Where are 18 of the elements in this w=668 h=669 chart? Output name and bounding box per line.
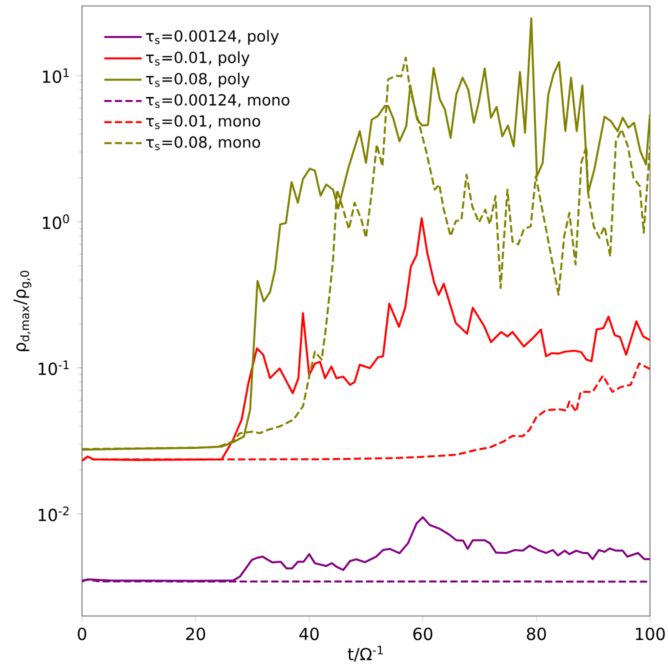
y-tick-label: 10$^{0}$ (42, 214, 69, 230)
x-tick-label: 100 (636, 628, 665, 640)
x-tick-label: 60 (413, 628, 432, 640)
y-tick-label: 10$^{-1}$ (38, 360, 69, 376)
legend-label: τ$_{s}$=0.08, mono (146, 136, 260, 150)
legend-label: τ$_{s}$=0.01, poly (146, 51, 250, 66)
x-tick-label: 80 (526, 628, 546, 640)
y-tick-label: 10$^{1}$ (42, 68, 69, 83)
x-tick-label: 40 (299, 628, 319, 640)
legend-label: τ$_{s}$=0.01, mono (146, 115, 260, 130)
x-axis-title: t/Ω$^{-1}$ (348, 646, 383, 662)
legend-label: τ$_{s}$=0.08, poly (146, 72, 250, 88)
x-tick-label: 0 (78, 628, 86, 640)
y-tick-label: 10$^{-2}$ (38, 506, 69, 522)
legend-label: τ$_{s}$=0.00124, mono (146, 94, 290, 108)
y-axis-title: ρ$_{d,max}$/ρ$_{g,0}$ (14, 270, 32, 352)
legend-label: τ$_{s}$=0.00124, poly (146, 30, 279, 45)
x-tick-label: 20 (186, 628, 206, 640)
